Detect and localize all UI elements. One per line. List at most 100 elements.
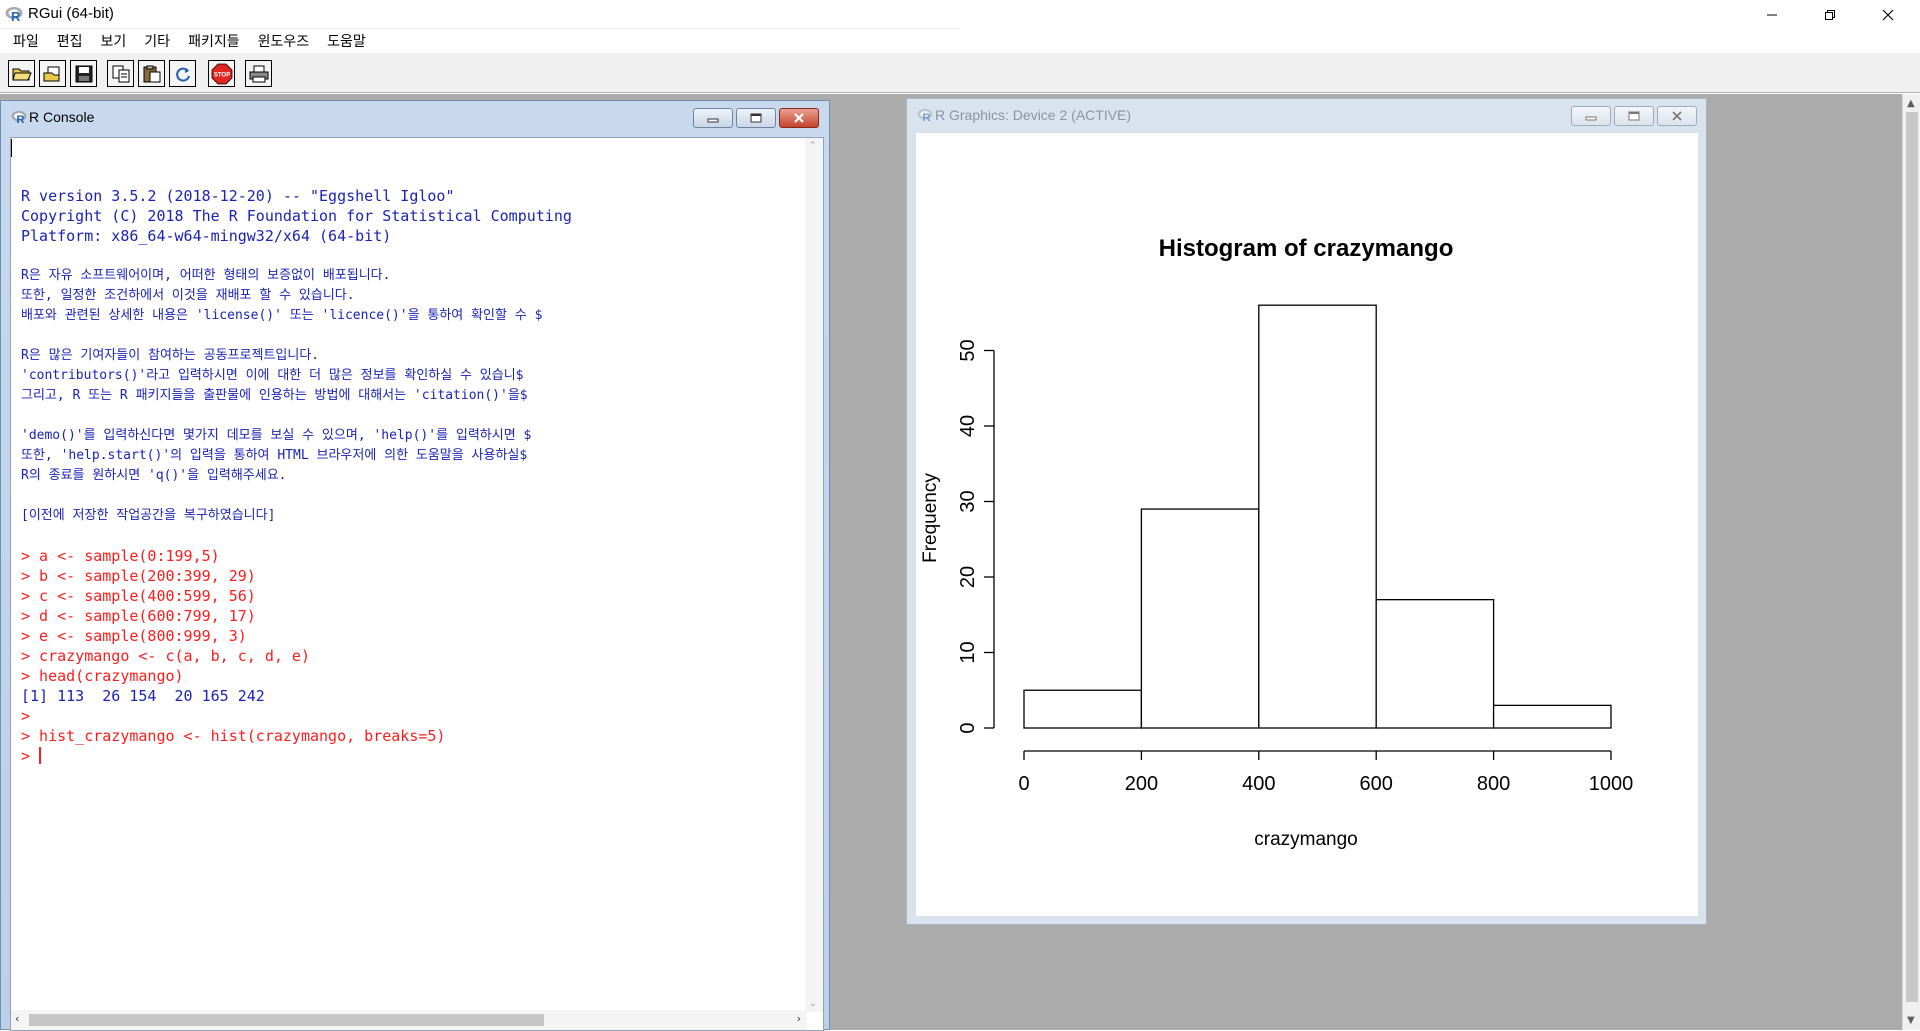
- close-icon: [794, 113, 804, 123]
- scrollbar-thumb[interactable]: [1906, 112, 1918, 1002]
- r-logo-icon: R: [917, 108, 933, 122]
- menu-packages[interactable]: 패키지들: [188, 34, 240, 50]
- console-line: >: [21, 707, 31, 725]
- close-button[interactable]: [1859, 0, 1917, 29]
- svg-text:R: R: [16, 114, 24, 124]
- stop-button[interactable]: STOP: [208, 60, 235, 87]
- console-title: R Console: [29, 109, 95, 125]
- copy-button[interactable]: [107, 60, 134, 87]
- menu-file[interactable]: 파일: [13, 34, 39, 50]
- console-line: Copyright (C) 2018 The R Foundation for …: [21, 207, 572, 225]
- scroll-left-icon[interactable]: ‹: [15, 1012, 20, 1025]
- graphics-minimize-button[interactable]: [1571, 106, 1611, 126]
- console-line: [21, 526, 572, 546]
- scroll-up-icon[interactable]: ⌃: [809, 141, 817, 151]
- console-line: 배포와 관련된 상세한 내용은 'license()' 또는 'licence(…: [21, 308, 543, 323]
- console-line: 'contributors()'라고 입력하시면 이에 대한 더 많은 정보를 …: [21, 368, 524, 383]
- svg-text:STOP: STOP: [213, 72, 229, 78]
- workspace-vertical-scrollbar[interactable]: ▲ ▼: [1902, 94, 1920, 1030]
- x-tick-label-4: 800: [1477, 773, 1510, 795]
- graphics-caption[interactable]: R R Graphics: Device 2 (ACTIVE): [907, 99, 1706, 129]
- open-script-button[interactable]: [8, 60, 35, 87]
- x-tick-label-1: 200: [1125, 773, 1158, 795]
- histogram-chart: Histogram of crazymango 0 200 400 600 800 1000…: [920, 235, 1634, 850]
- maximize-icon: [1628, 111, 1640, 121]
- stop-icon: STOP: [211, 63, 232, 84]
- load-workspace-button[interactable]: [39, 60, 66, 87]
- minimize-icon: [1767, 14, 1777, 15]
- x-tick-label-3: 600: [1360, 773, 1393, 795]
- minimize-button[interactable]: [1743, 0, 1801, 29]
- scroll-down-icon[interactable]: ▼: [1907, 1015, 1915, 1026]
- menu-windows[interactable]: 윈도우즈: [257, 34, 310, 50]
- graphics-canvas: Histogram of crazymango 0 200 400 600 800 1000…: [916, 133, 1698, 916]
- y-tick-label-2: 20: [957, 566, 979, 588]
- console-maximize-button[interactable]: [736, 108, 776, 128]
- console-line: 또한, 'help.start()'의 입력을 통하여 HTML 브라우저에 의…: [21, 448, 528, 463]
- console-line: [이전에 저장한 작업공간을 복구하였습니다]: [21, 508, 276, 523]
- scrollbar-thumb[interactable]: [29, 1014, 544, 1026]
- console-line: > e <- sample(800:999, 3): [21, 627, 247, 645]
- console-minimize-button[interactable]: [693, 108, 733, 128]
- text-cursor: [39, 747, 42, 764]
- copy-paste-button[interactable]: [169, 60, 196, 87]
- console-line: > c <- sample(400:599, 56): [21, 587, 256, 605]
- x-tick-label-5: 1000: [1589, 773, 1634, 795]
- print-button[interactable]: [245, 60, 272, 87]
- histogram-bar-4: [1492, 704, 1612, 729]
- console-line: [1] 113 26 154 20 165 242: [21, 687, 265, 705]
- console-line: > head(crazymango): [21, 667, 184, 685]
- r-logo-icon: R: [5, 7, 23, 22]
- r-console-window[interactable]: R R Console R version 3.5.2 (2018-12-20)…: [0, 100, 830, 1031]
- x-tick-label-2: 400: [1242, 773, 1275, 795]
- close-icon: [1672, 111, 1682, 121]
- histogram-bar-0: [1023, 689, 1143, 729]
- menu-edit[interactable]: 편집: [56, 34, 83, 50]
- console-vertical-scrollbar[interactable]: ⌃ ⌄: [805, 138, 823, 1012]
- scroll-down-icon[interactable]: ⌄: [809, 999, 817, 1009]
- y-tick-label-1: 10: [957, 641, 979, 663]
- console-line: > hist_crazymango <- hist(crazymango, br…: [21, 727, 446, 745]
- y-tick-label-4: 40: [957, 415, 979, 437]
- console-output[interactable]: R version 3.5.2 (2018-12-20) -- "Eggshel…: [10, 137, 824, 1031]
- refresh-icon: [175, 67, 190, 82]
- scroll-up-icon[interactable]: ▲: [1907, 98, 1915, 109]
- console-close-button[interactable]: [779, 108, 819, 128]
- console-line: > crazymango <- c(a, b, c, d, e): [21, 647, 310, 665]
- y-tick-label-0: 0: [957, 722, 979, 733]
- console-line: [21, 406, 572, 426]
- chart-title: Histogram of crazymango: [1159, 235, 1454, 262]
- save-workspace-button[interactable]: [70, 60, 97, 87]
- maximize-icon: [750, 113, 762, 123]
- paste-button[interactable]: [138, 60, 165, 87]
- histogram-bar-1: [1140, 508, 1260, 729]
- console-line: Platform: x86_64-w64-mingw32/x64 (64-bit…: [21, 227, 392, 245]
- graphics-close-button[interactable]: [1657, 106, 1697, 126]
- y-axis-label: Frequency: [920, 473, 941, 563]
- console-line: [21, 246, 572, 266]
- restore-button[interactable]: [1801, 0, 1859, 29]
- console-text: R version 3.5.2 (2018-12-20) -- "Eggshel…: [21, 166, 572, 766]
- r-graphics-window[interactable]: R R Graphics: Device 2 (ACTIVE) Histogra…: [906, 98, 1707, 925]
- console-line: R은 많은 기여자들이 참여하는 공동프로젝트입니다.: [21, 348, 320, 363]
- graphics-maximize-button[interactable]: [1614, 106, 1654, 126]
- console-prompt[interactable]: >: [21, 747, 42, 765]
- console-line: > a <- sample(0:199,5): [21, 547, 220, 565]
- app-title-bar: R RGui (64-bit): [0, 0, 1920, 29]
- menu-view[interactable]: 보기: [100, 34, 127, 50]
- console-line: 또한, 일정한 조건하에서 이것을 재배포 할 수 있습니다.: [21, 288, 355, 303]
- histogram-bar-3: [1375, 598, 1495, 729]
- console-caption[interactable]: R R Console: [1, 101, 829, 131]
- console-horizontal-scrollbar[interactable]: ‹ ›: [11, 1010, 807, 1030]
- console-line: [21, 326, 572, 346]
- close-icon: [1882, 9, 1894, 20]
- menu-help[interactable]: 도움말: [327, 34, 366, 50]
- menu-bar: 파일 편집 보기 기타 패키지들 윈도우즈 도움말: [0, 29, 1920, 53]
- console-line: R은 자유 소프트웨어이며, 어떠한 형태의 보증없이 배포됩니다.: [21, 268, 391, 283]
- console-line: [21, 166, 572, 186]
- svg-text:R: R: [922, 112, 930, 122]
- menu-misc[interactable]: 기타: [144, 34, 171, 50]
- scroll-right-icon[interactable]: ›: [796, 1012, 801, 1025]
- r-logo-icon: R: [11, 110, 27, 124]
- console-line: > b <- sample(200:399, 29): [21, 567, 256, 585]
